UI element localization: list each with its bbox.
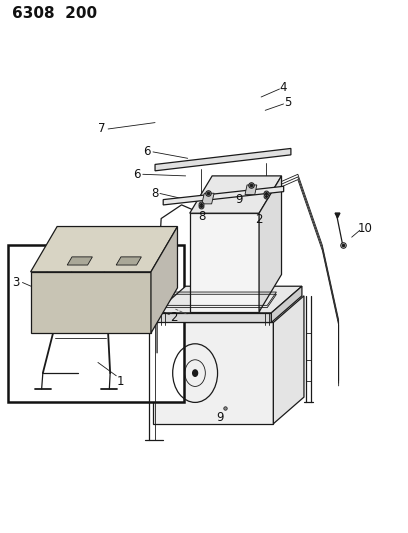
Polygon shape [202, 193, 214, 204]
Polygon shape [31, 272, 151, 333]
Text: 2: 2 [170, 311, 177, 324]
Polygon shape [155, 148, 291, 171]
Polygon shape [271, 286, 302, 322]
Polygon shape [190, 213, 259, 312]
Text: 4: 4 [280, 81, 287, 94]
Polygon shape [155, 286, 302, 313]
Text: 7: 7 [98, 123, 106, 135]
Polygon shape [151, 227, 177, 333]
Circle shape [193, 370, 197, 376]
Text: 9: 9 [235, 193, 242, 206]
Polygon shape [155, 313, 271, 322]
Polygon shape [190, 176, 282, 213]
Polygon shape [116, 257, 141, 265]
Text: 6: 6 [133, 168, 140, 181]
Polygon shape [31, 227, 177, 272]
Text: 3: 3 [13, 276, 20, 289]
Text: 10: 10 [358, 222, 373, 235]
Polygon shape [67, 257, 92, 265]
Text: 6: 6 [143, 146, 151, 158]
Polygon shape [163, 187, 284, 205]
Polygon shape [153, 322, 273, 424]
Text: 6308  200: 6308 200 [12, 6, 98, 21]
Text: 8: 8 [151, 187, 159, 200]
Text: 1: 1 [117, 375, 124, 387]
Text: 5: 5 [284, 96, 291, 109]
Text: 8: 8 [198, 211, 206, 223]
Polygon shape [245, 185, 257, 195]
Bar [8, 245, 184, 402]
Text: 9: 9 [216, 411, 223, 424]
Text: 2: 2 [255, 213, 263, 226]
Polygon shape [273, 296, 304, 424]
Polygon shape [259, 176, 282, 312]
